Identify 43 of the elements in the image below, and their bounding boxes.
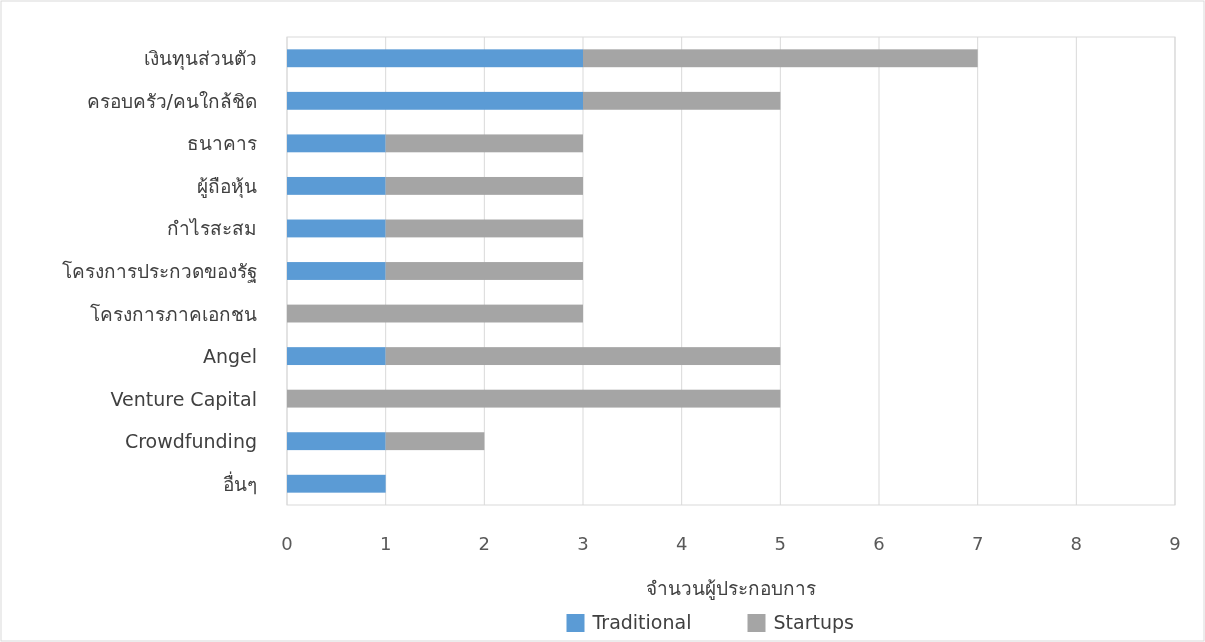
- legend-label: Traditional: [591, 611, 692, 633]
- x-tick-label: 5: [774, 533, 787, 554]
- x-tick-label: 0: [281, 533, 293, 554]
- y-tick-label: เงินทุนส่วนตัว: [144, 47, 257, 72]
- bar: [583, 49, 978, 68]
- bar: [287, 176, 386, 195]
- bar: [385, 219, 583, 238]
- x-tick-label: 9: [1169, 533, 1181, 554]
- y-tick-label: โครงการประกวดของรัฐ: [62, 260, 257, 283]
- y-tick-label: อื่นๆ: [223, 470, 257, 495]
- bar: [287, 91, 583, 110]
- bar: [287, 432, 386, 451]
- bar: [385, 347, 781, 366]
- x-tick-label: 8: [1070, 533, 1083, 554]
- x-tick-label: 6: [873, 533, 885, 554]
- bar: [385, 176, 583, 195]
- bar: [385, 432, 485, 451]
- bar: [287, 304, 583, 323]
- x-tick-label: 2: [478, 533, 491, 554]
- x-tick-label: 7: [971, 533, 984, 554]
- bar: [385, 262, 583, 280]
- y-tick-label: Angel: [202, 345, 257, 368]
- bar: [385, 134, 583, 153]
- y-tick-label: Crowdfunding: [124, 430, 257, 453]
- bar: [287, 134, 386, 153]
- y-tick-label: ธนาคาร: [187, 132, 257, 155]
- bar: [287, 262, 386, 280]
- x-axis-title: จำนวนผู้ประกอบการ: [646, 577, 816, 600]
- legend-label: Startups: [773, 611, 854, 633]
- bar: [287, 219, 386, 238]
- bar: [287, 347, 386, 366]
- x-tick-label: 4: [675, 533, 688, 554]
- y-tick-label: ผู้ถือหุ้น: [197, 174, 257, 199]
- y-tick-label: ครอบครัว/คนใกล้ชิด: [86, 89, 257, 112]
- bar: [287, 389, 781, 408]
- y-tick-label: โครงการภาคเอกชน: [90, 302, 257, 325]
- y-tick-label: Venture Capital: [110, 387, 257, 410]
- x-tick-label: 1: [379, 533, 392, 554]
- y-tick-label: กำไรสะสม: [167, 217, 257, 240]
- bar: [287, 49, 583, 68]
- x-tick-label: 3: [577, 533, 589, 554]
- bar: [287, 474, 386, 493]
- bar: [583, 91, 781, 110]
